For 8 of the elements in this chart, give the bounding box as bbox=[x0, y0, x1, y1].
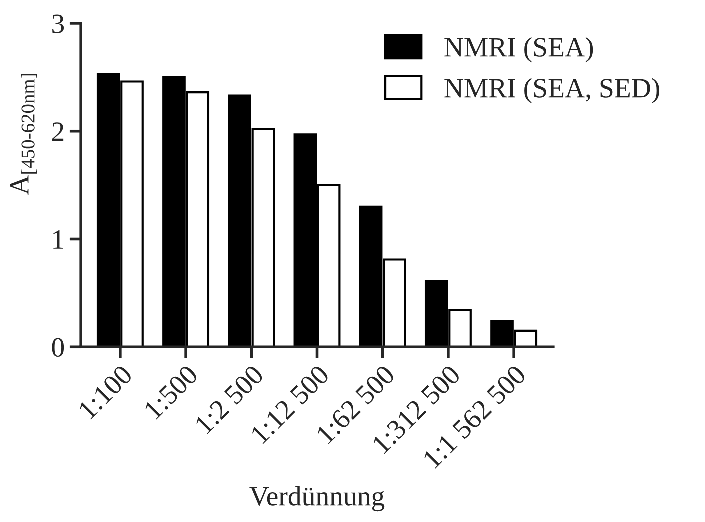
y-tick-label: 1 bbox=[54, 230, 64, 249]
y-tick-label: 3 bbox=[52, 14, 64, 34]
y-tick-label: 2 bbox=[52, 122, 64, 142]
x-axis-title: Verdünnung bbox=[250, 486, 385, 512]
y-tick-label: 0 bbox=[52, 338, 64, 358]
legend-label: NMRI (SEA, SED) bbox=[444, 78, 660, 104]
y-axis-title: A[450-620nm] bbox=[10, 74, 38, 196]
legend-label: NMRI (SEA) bbox=[444, 37, 594, 63]
